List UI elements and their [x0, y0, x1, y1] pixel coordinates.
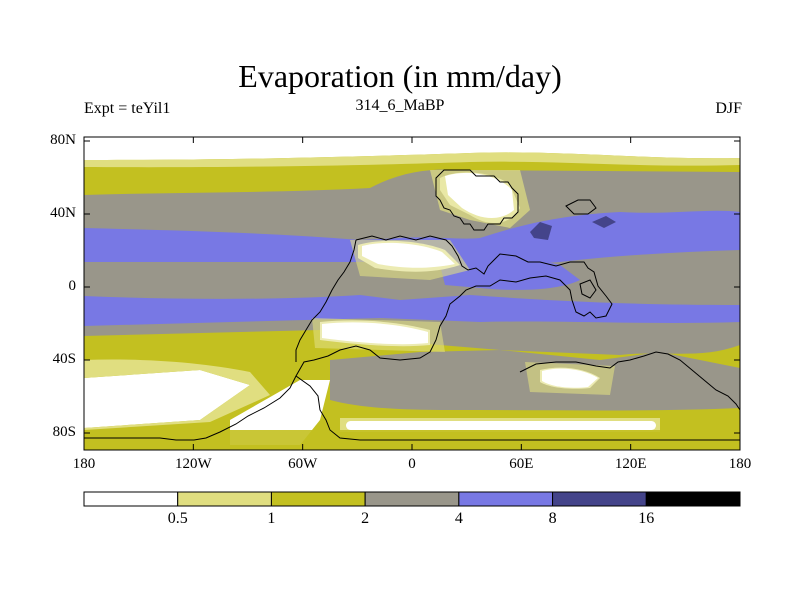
colorbar	[83, 491, 741, 507]
arctic-white-zone	[84, 137, 740, 160]
antarctic-white	[84, 370, 250, 428]
lon-label-6: 180	[728, 456, 752, 472]
lat-label-2: 0	[68, 278, 77, 294]
lon-label-0: 180	[72, 456, 96, 472]
map-panel	[83, 136, 741, 451]
map-title: Evaporation (in mm/day)	[238, 58, 562, 94]
latitude-ticks	[84, 140, 740, 434]
southwest-white-region	[230, 380, 330, 445]
continent-central-white-core	[362, 242, 455, 268]
lon-label-2: 60W	[288, 456, 318, 472]
antarctic-pale	[84, 359, 270, 430]
colorbar-box-5	[552, 491, 647, 507]
arctic-pale-band	[84, 152, 740, 168]
east-continent-white-core	[542, 368, 598, 388]
coastline-south-polar	[295, 375, 740, 441]
colorbar-label-1: 1	[267, 510, 276, 527]
experiment-label: Expt = teYil1	[84, 100, 171, 117]
equatorial-blue-patch	[440, 257, 580, 290]
dark-blue-patch-2	[592, 216, 616, 228]
colorbar-box-3	[364, 491, 460, 507]
southern-continent-white-core	[322, 322, 428, 345]
colorbar-label-2: 2	[361, 510, 370, 527]
colorbar-box-6	[645, 491, 741, 507]
lat-label-3: 40S	[52, 351, 76, 367]
lat-label-1: 40N	[50, 205, 76, 221]
southern-white-strip	[346, 421, 656, 430]
colorbar-box-2	[270, 491, 366, 507]
coastline-east-islands	[565, 199, 597, 215]
coastline-small-island	[579, 279, 597, 299]
coastline-east-continent	[519, 351, 741, 411]
lon-label-1: 120W	[174, 456, 212, 472]
season-label: DJF	[715, 100, 742, 117]
lat-label-0: 80N	[50, 132, 76, 148]
lat-label-4: 80S	[52, 424, 76, 440]
south-tropical-blue-band	[84, 295, 740, 326]
colorbar-box-4	[458, 491, 554, 507]
lon-label-5: 120E	[614, 456, 647, 472]
colorbar-label-3: 4	[454, 510, 463, 527]
lon-label-4: 60E	[509, 456, 534, 472]
coastline-north-continent	[435, 169, 519, 231]
coastline-central-continent	[84, 235, 613, 441]
colorbar-box-1	[177, 491, 272, 507]
coastlines	[84, 169, 741, 441]
lon-label-3: 0	[408, 456, 416, 472]
colorbar-label-4: 8	[548, 510, 557, 527]
continent-north-white-core	[445, 172, 514, 219]
colorbar-label-0: 0.5	[167, 510, 188, 527]
colorbar-label-5: 16	[638, 510, 655, 527]
colorbar-box-0	[83, 491, 179, 507]
coastline-west-coast	[295, 239, 357, 362]
time-label: 314_6_MaBP	[355, 97, 445, 114]
longitude-ticks	[83, 137, 741, 450]
dark-blue-patch	[530, 222, 552, 240]
